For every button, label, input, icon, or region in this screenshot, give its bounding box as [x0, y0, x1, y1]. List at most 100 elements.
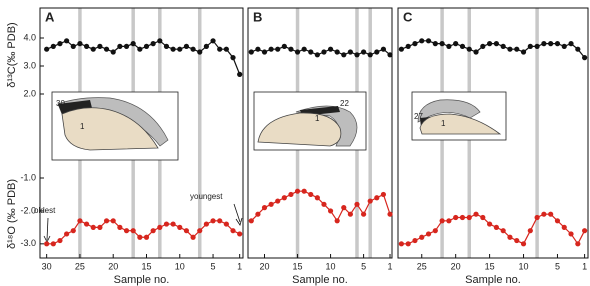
data-point — [426, 38, 431, 43]
data-point — [44, 47, 49, 52]
y2-axis-label: δ¹⁸O (‰ PDB) — [6, 179, 18, 249]
annotation: 22 — [340, 99, 349, 108]
data-point — [97, 225, 102, 230]
x-tick-label: 20 — [108, 261, 118, 271]
data-point — [184, 44, 189, 49]
panel-letter: C — [403, 9, 413, 24]
data-point — [535, 44, 540, 49]
data-point — [480, 44, 485, 49]
data-point — [230, 55, 235, 60]
data-point — [224, 47, 229, 52]
data-point — [368, 52, 373, 57]
data-point — [541, 212, 546, 217]
data-point — [288, 47, 293, 52]
data-point — [354, 52, 359, 57]
data-point — [137, 235, 142, 240]
data-point — [157, 38, 162, 43]
data-point — [412, 41, 417, 46]
data-point — [328, 208, 333, 213]
x-tick-label: 30 — [42, 261, 52, 271]
data-point — [473, 49, 478, 54]
data-point — [387, 52, 392, 57]
data-point — [275, 198, 280, 203]
data-point — [412, 238, 417, 243]
data-point — [548, 212, 553, 217]
data-point — [399, 47, 404, 52]
annotation: 1 — [441, 119, 446, 128]
data-point — [237, 231, 242, 236]
data-point — [131, 41, 136, 46]
data-point — [117, 225, 122, 230]
series-line — [47, 221, 240, 244]
data-point — [419, 38, 424, 43]
data-point — [361, 212, 366, 217]
data-point — [84, 44, 89, 49]
data-point — [460, 215, 465, 220]
x-tick-label: 10 — [519, 261, 529, 271]
data-point — [582, 228, 587, 233]
data-point — [433, 41, 438, 46]
data-point — [501, 44, 506, 49]
data-point — [555, 218, 560, 223]
data-point — [104, 47, 109, 52]
data-point — [255, 212, 260, 217]
data-point — [255, 47, 260, 52]
data-point — [521, 241, 526, 246]
y2-tick-label: -1.0 — [20, 172, 36, 182]
data-point — [51, 241, 56, 246]
data-point — [541, 41, 546, 46]
x-tick-label: 10 — [175, 261, 185, 271]
data-point — [507, 235, 512, 240]
data-point — [487, 221, 492, 226]
data-point — [487, 41, 492, 46]
x-axis-label: Sample no. — [465, 274, 521, 286]
data-point — [77, 218, 82, 223]
data-point — [124, 44, 129, 49]
arrow-oldest — [47, 218, 48, 240]
data-point — [446, 218, 451, 223]
data-point — [521, 49, 526, 54]
data-point — [308, 192, 313, 197]
annotation: oldest — [34, 206, 56, 215]
data-point — [582, 55, 587, 60]
data-point — [453, 41, 458, 46]
data-point — [157, 225, 162, 230]
data-point — [348, 212, 353, 217]
data-point — [275, 47, 280, 52]
data-point — [282, 195, 287, 200]
data-point — [77, 41, 82, 46]
x-tick-label: 1 — [388, 261, 393, 271]
data-point — [44, 241, 49, 246]
data-point — [562, 225, 567, 230]
data-point — [64, 231, 69, 236]
x-tick-label: 1 — [582, 261, 587, 271]
annotation: youngest — [190, 192, 223, 201]
x-axis-label: Sample no. — [114, 274, 170, 286]
data-point — [197, 49, 202, 54]
data-point — [446, 44, 451, 49]
data-point — [361, 49, 366, 54]
x-tick-label: 5 — [211, 261, 216, 271]
data-point — [190, 235, 195, 240]
x-tick-label: 15 — [293, 261, 303, 271]
x-tick-label: 25 — [417, 261, 427, 271]
data-point — [262, 205, 267, 210]
data-point — [467, 215, 472, 220]
data-point — [440, 41, 445, 46]
annotation: 1 — [80, 122, 85, 131]
data-point — [131, 228, 136, 233]
data-point — [494, 225, 499, 230]
data-point — [374, 49, 379, 54]
data-point — [315, 52, 320, 57]
x-tick-label: 1 — [237, 261, 242, 271]
data-point — [568, 231, 573, 236]
data-point — [335, 49, 340, 54]
data-point — [217, 218, 222, 223]
data-point — [295, 189, 300, 194]
data-point — [91, 47, 96, 52]
data-point — [230, 228, 235, 233]
data-point — [224, 221, 229, 226]
data-point — [480, 215, 485, 220]
data-point — [348, 49, 353, 54]
data-point — [381, 47, 386, 52]
